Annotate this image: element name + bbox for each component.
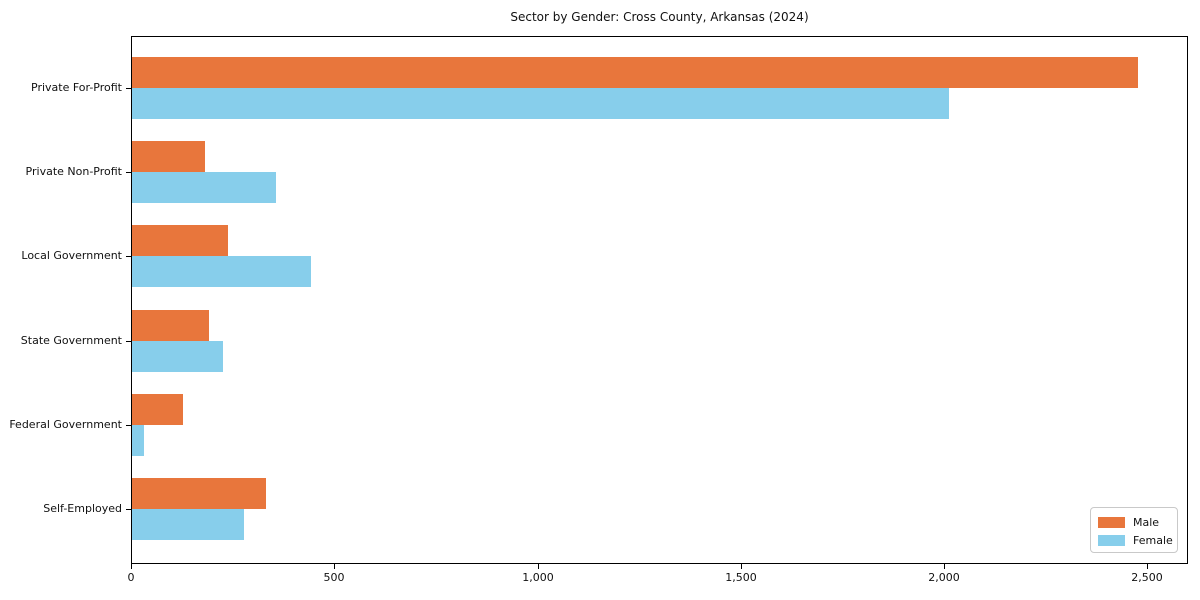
y-tick-1 [126, 172, 131, 173]
female-series-swatch [1098, 535, 1125, 546]
y-tick-label-4: Federal Government [9, 418, 122, 431]
legend-label-male: Male [1133, 516, 1160, 529]
y-tick-3 [126, 341, 131, 342]
legend-item-male: Male [1098, 515, 1177, 530]
x-tick-label-0: 0 [127, 571, 135, 584]
y-tick-4 [126, 425, 131, 426]
bar-female-1 [132, 172, 276, 203]
y-tick-label-5: Self-Employed [43, 502, 122, 515]
bar-male-2 [132, 225, 228, 256]
legend-item-female: Female [1098, 533, 1177, 548]
bar-male-3 [132, 310, 209, 341]
x-tick-0 [131, 564, 132, 569]
y-tick-5 [126, 509, 131, 510]
bar-male-4 [132, 394, 183, 425]
y-tick-2 [126, 256, 131, 257]
bar-male-0 [132, 57, 1138, 88]
legend-label-female: Female [1133, 534, 1173, 547]
x-tick-5 [1147, 564, 1148, 569]
bar-female-4 [132, 425, 144, 456]
bar-female-2 [132, 256, 311, 287]
chart-title: Sector by Gender: Cross County, Arkansas… [510, 10, 809, 24]
y-tick-label-2: Local Government [21, 249, 122, 262]
y-tick-label-3: State Government [20, 334, 122, 347]
x-tick-4 [944, 564, 945, 569]
x-tick-label-3: 1,500 [725, 571, 757, 584]
x-tick-label-5: 2,500 [1131, 571, 1163, 584]
legend: Male Female [1090, 507, 1178, 553]
y-tick-0 [126, 88, 131, 89]
x-tick-label-4: 2,000 [928, 571, 960, 584]
x-tick-1 [334, 564, 335, 569]
x-tick-label-2: 1,000 [522, 571, 554, 584]
bar-female-0 [132, 88, 949, 119]
x-tick-2 [538, 564, 539, 569]
x-tick-3 [741, 564, 742, 569]
x-tick-label-1: 500 [323, 571, 345, 584]
bar-male-5 [132, 478, 266, 509]
bar-male-1 [132, 141, 205, 172]
bar-female-3 [132, 341, 223, 372]
y-tick-label-1: Private Non-Profit [25, 165, 122, 178]
plot-area [131, 36, 1188, 564]
male-series-swatch [1098, 517, 1125, 528]
bar-female-5 [132, 509, 244, 540]
y-tick-label-0: Private For-Profit [31, 81, 122, 94]
